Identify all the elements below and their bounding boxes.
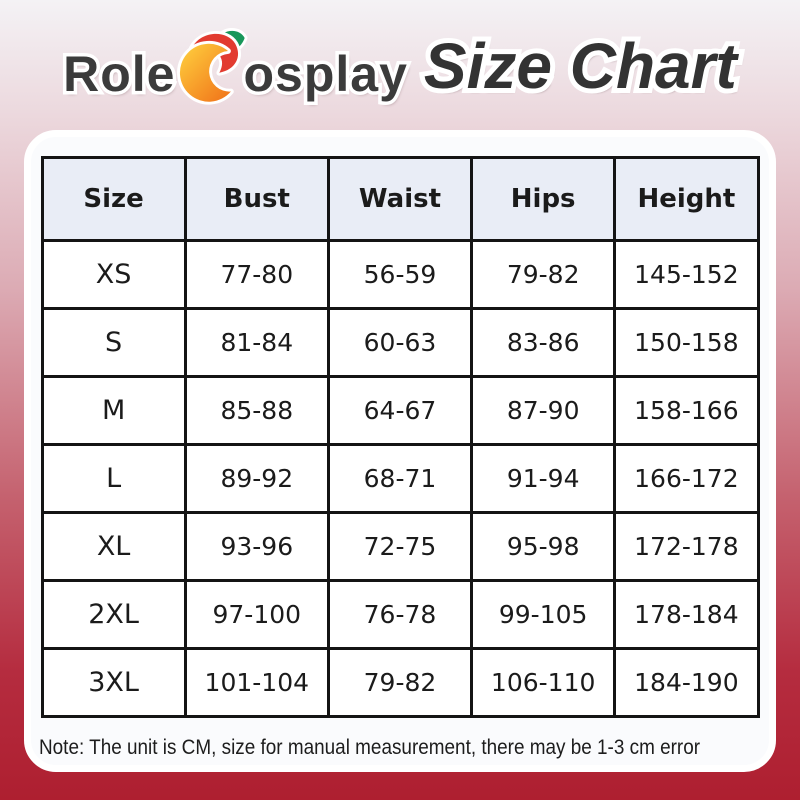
size-table: Size Bust Waist Hips Height XS 77-80 56-59 79-8… [40, 156, 760, 718]
column-header: Waist [326, 156, 474, 242]
note-text: Note: The unit is CM, size for manual me… [39, 735, 701, 759]
measurement-cell: 106-110 [470, 647, 617, 718]
measurement-cell: 64-67 [326, 375, 474, 446]
table-row: L 89-92 68-71 91-94 166-172 [40, 443, 760, 514]
brand-header: Role Role osplay osplay [0, 0, 800, 132]
crescent-moon-logo-icon [177, 28, 249, 105]
page-title: Size Chart Size Chart [419, 25, 742, 107]
logo-text-osplay: osplay osplay [240, 43, 410, 106]
logo-text-role: Role Role [60, 43, 178, 106]
measurement-cell: 79-82 [326, 647, 474, 718]
measurement-cell: 56-59 [326, 239, 474, 310]
measurement-cell: 184-190 [613, 647, 760, 718]
size-label-cell: S [40, 307, 187, 378]
size-table-head: Size Bust Waist Hips Height [40, 156, 760, 242]
measurement-cell: 93-96 [183, 511, 330, 582]
measurement-cell: 60-63 [326, 307, 474, 378]
size-label-cell: M [40, 375, 187, 446]
measurement-cell: 91-94 [470, 443, 617, 514]
size-table-body: XS 77-80 56-59 79-82 145-152 S 81-84 60-63 83-86… [40, 239, 760, 718]
size-label-cell: XL [40, 511, 187, 582]
table-row: 3XL 101-104 79-82 106-110 184-190 [40, 647, 760, 718]
table-row: 2XL 97-100 76-78 99-105 178-184 [40, 579, 760, 650]
size-label-cell: 3XL [40, 647, 187, 718]
column-header: Bust [183, 156, 330, 242]
logo-text-osplay-outline: osplay [240, 43, 410, 106]
table-header-row: Size Bust Waist Hips Height [40, 156, 760, 242]
measurement-cell: 166-172 [613, 443, 760, 514]
measurement-cell: 68-71 [326, 443, 474, 514]
page-title-outline: Size Chart [419, 25, 742, 107]
logo-text-role-outline: Role [60, 43, 178, 106]
measurement-cell: 99-105 [470, 579, 617, 650]
size-label-cell: L [40, 443, 187, 514]
measurement-cell: 158-166 [613, 375, 760, 446]
column-header: Size [40, 156, 187, 242]
measurement-cell: 178-184 [613, 579, 760, 650]
table-row: S 81-84 60-63 83-86 150-158 [40, 307, 760, 378]
table-row: XL 93-96 72-75 95-98 172-178 [40, 511, 760, 582]
measurement-cell: 83-86 [470, 307, 617, 378]
column-header: Height [613, 156, 760, 242]
orange-crescent-icon [177, 40, 235, 105]
measurement-cell: 72-75 [326, 511, 474, 582]
measurement-cell: 79-82 [470, 239, 617, 310]
column-header: Hips [470, 156, 617, 242]
measurement-cell: 101-104 [183, 647, 330, 718]
measurement-cell: 95-98 [470, 511, 617, 582]
measurement-cell: 172-178 [613, 511, 760, 582]
measurement-cell: 87-90 [470, 375, 617, 446]
size-label-cell: 2XL [40, 579, 187, 650]
measurement-cell: 77-80 [183, 239, 330, 310]
size-chart-panel: Size Bust Waist Hips Height XS 77-80 56-59 79-8… [24, 130, 776, 772]
measurement-cell: 85-88 [183, 375, 330, 446]
measurement-cell: 76-78 [326, 579, 474, 650]
measurement-cell: 89-92 [183, 443, 330, 514]
brand-logo: Role Role osplay osplay [60, 24, 410, 124]
measurement-cell: 97-100 [183, 579, 330, 650]
table-row: M 85-88 64-67 87-90 158-166 [40, 375, 760, 446]
measurement-cell: 81-84 [183, 307, 330, 378]
measurement-cell: 145-152 [613, 239, 760, 310]
size-label-cell: XS [40, 239, 187, 310]
measurement-cell: 150-158 [613, 307, 760, 378]
table-row: XS 77-80 56-59 79-82 145-152 [40, 239, 760, 310]
